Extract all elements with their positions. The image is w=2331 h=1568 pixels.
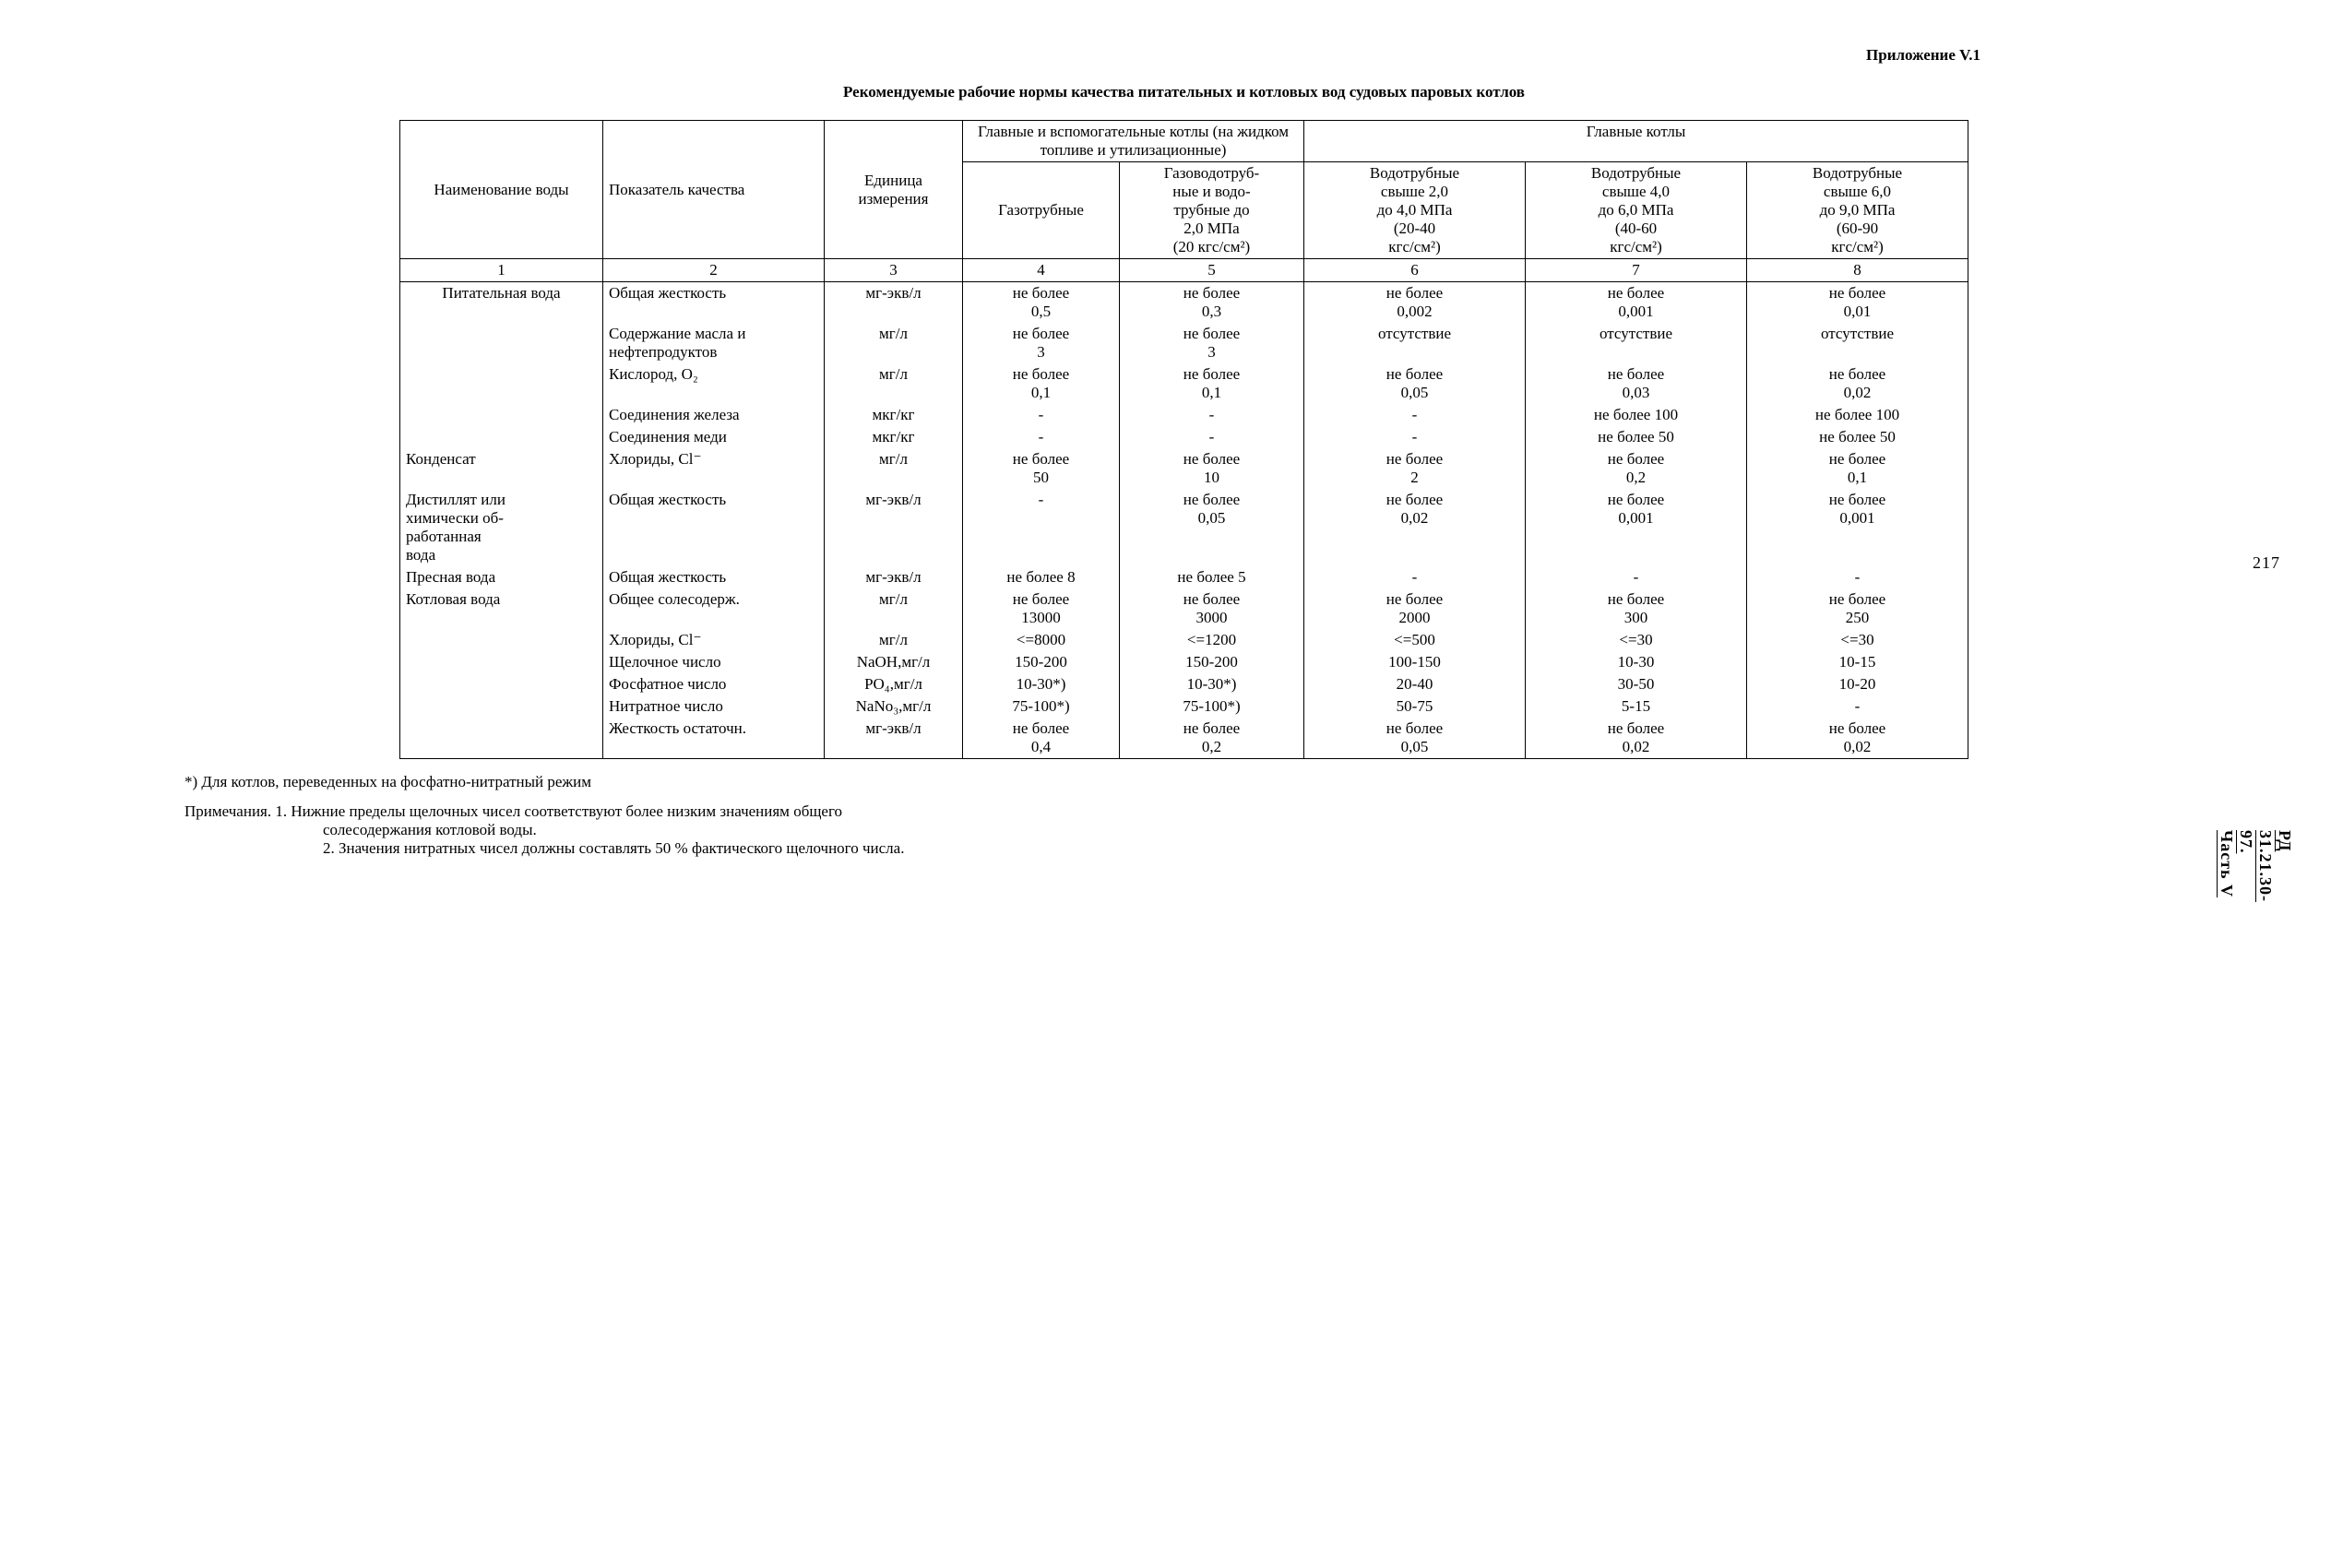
table-row: Пресная вода Общая жесткость мг-экв/л не… — [400, 566, 1968, 588]
document-code: РД 31.21.30-97. Часть V — [2217, 830, 2294, 904]
note-1: 1. Нижние пределы щелочных чисел соответ… — [275, 802, 842, 820]
table-row: Конденсат Хлориды, Cl⁻ мг/л не более50 н… — [400, 448, 1968, 489]
col-header-water: Наименование воды — [400, 121, 603, 259]
col-header-8: Водотрубные свыше 6,0 до 9,0 МПа (60-90 … — [1747, 162, 1968, 259]
cell-param: Общая жесткость — [603, 282, 825, 324]
footnote: *) Для котлов, переведенных на фосфатно-… — [184, 773, 2257, 791]
note-1-line2: солесодержания котловой воды. — [184, 821, 2257, 839]
note-2: 2. Значения нитратных чисел должны соста… — [184, 839, 2257, 858]
col-header-param: Показатель качества — [603, 121, 825, 259]
table-row: Соединения меди мкг/кг - - - не более 50… — [400, 426, 1968, 448]
notes: Примечания. 1. Нижние пределы щелочных ч… — [184, 802, 2257, 858]
table-row: Питательная вода Общая жесткость мг-экв/… — [400, 282, 1968, 324]
table-row: Соединения железа мкг/кг - - - не более … — [400, 404, 1968, 426]
table-row: Жесткость остаточн. мг-экв/л не более0,4… — [400, 718, 1968, 759]
col-header-aux-group: Главные и вспомогательные котлы (на жидк… — [963, 121, 1304, 162]
col-header-7: Водотрубные свыше 4,0 до 6,0 МПа (40-60 … — [1526, 162, 1747, 259]
table-row: Щелочное число NaOH,мг/л 150-200 150-200… — [400, 651, 1968, 673]
cell-water: Питательная вода — [400, 282, 603, 324]
water-quality-table: Наименование воды Показатель качества Ед… — [399, 120, 1968, 759]
col-header-main-group: Главные котлы — [1304, 121, 1968, 162]
col-header-6: Водотрубные свыше 2,0 до 4,0 МПа (20-40 … — [1304, 162, 1526, 259]
col-header-5: Газоводотруб- ные и водо- трубные до 2,0… — [1120, 162, 1304, 259]
table-row: Нитратное число NaNo₃,мг/л 75-100*) 75-1… — [400, 695, 1968, 718]
appendix-label: Приложение V.1 — [111, 46, 1980, 65]
cell-unit: мг-экв/л — [825, 282, 963, 324]
table-row: Кислород, O₂ мг/л не более0,1 не более0,… — [400, 363, 1968, 404]
table-row: Фосфатное число PO₄,мг/л 10-30*) 10-30*)… — [400, 673, 1968, 695]
table-row: Содержание масла инефтепродуктов мг/л не… — [400, 323, 1968, 363]
col-header-4: Газотрубные — [963, 162, 1120, 259]
page-number: 217 — [2253, 553, 2280, 573]
notes-label: Примечания. — [184, 802, 271, 820]
table-row: Дистиллят или химически об- работанная в… — [400, 489, 1968, 566]
col-header-unit: Единица измерения — [825, 121, 963, 259]
column-number-row: 1 2 3 4 5 6 7 8 — [400, 259, 1968, 282]
table-row: Котловая вода Общее солесодерж. мг/л не … — [400, 588, 1968, 629]
table-row: Хлориды, Cl⁻ мг/л <=8000 <=1200 <=500 <=… — [400, 629, 1968, 651]
table-title: Рекомендуемые рабочие нормы качества пит… — [111, 83, 2257, 101]
